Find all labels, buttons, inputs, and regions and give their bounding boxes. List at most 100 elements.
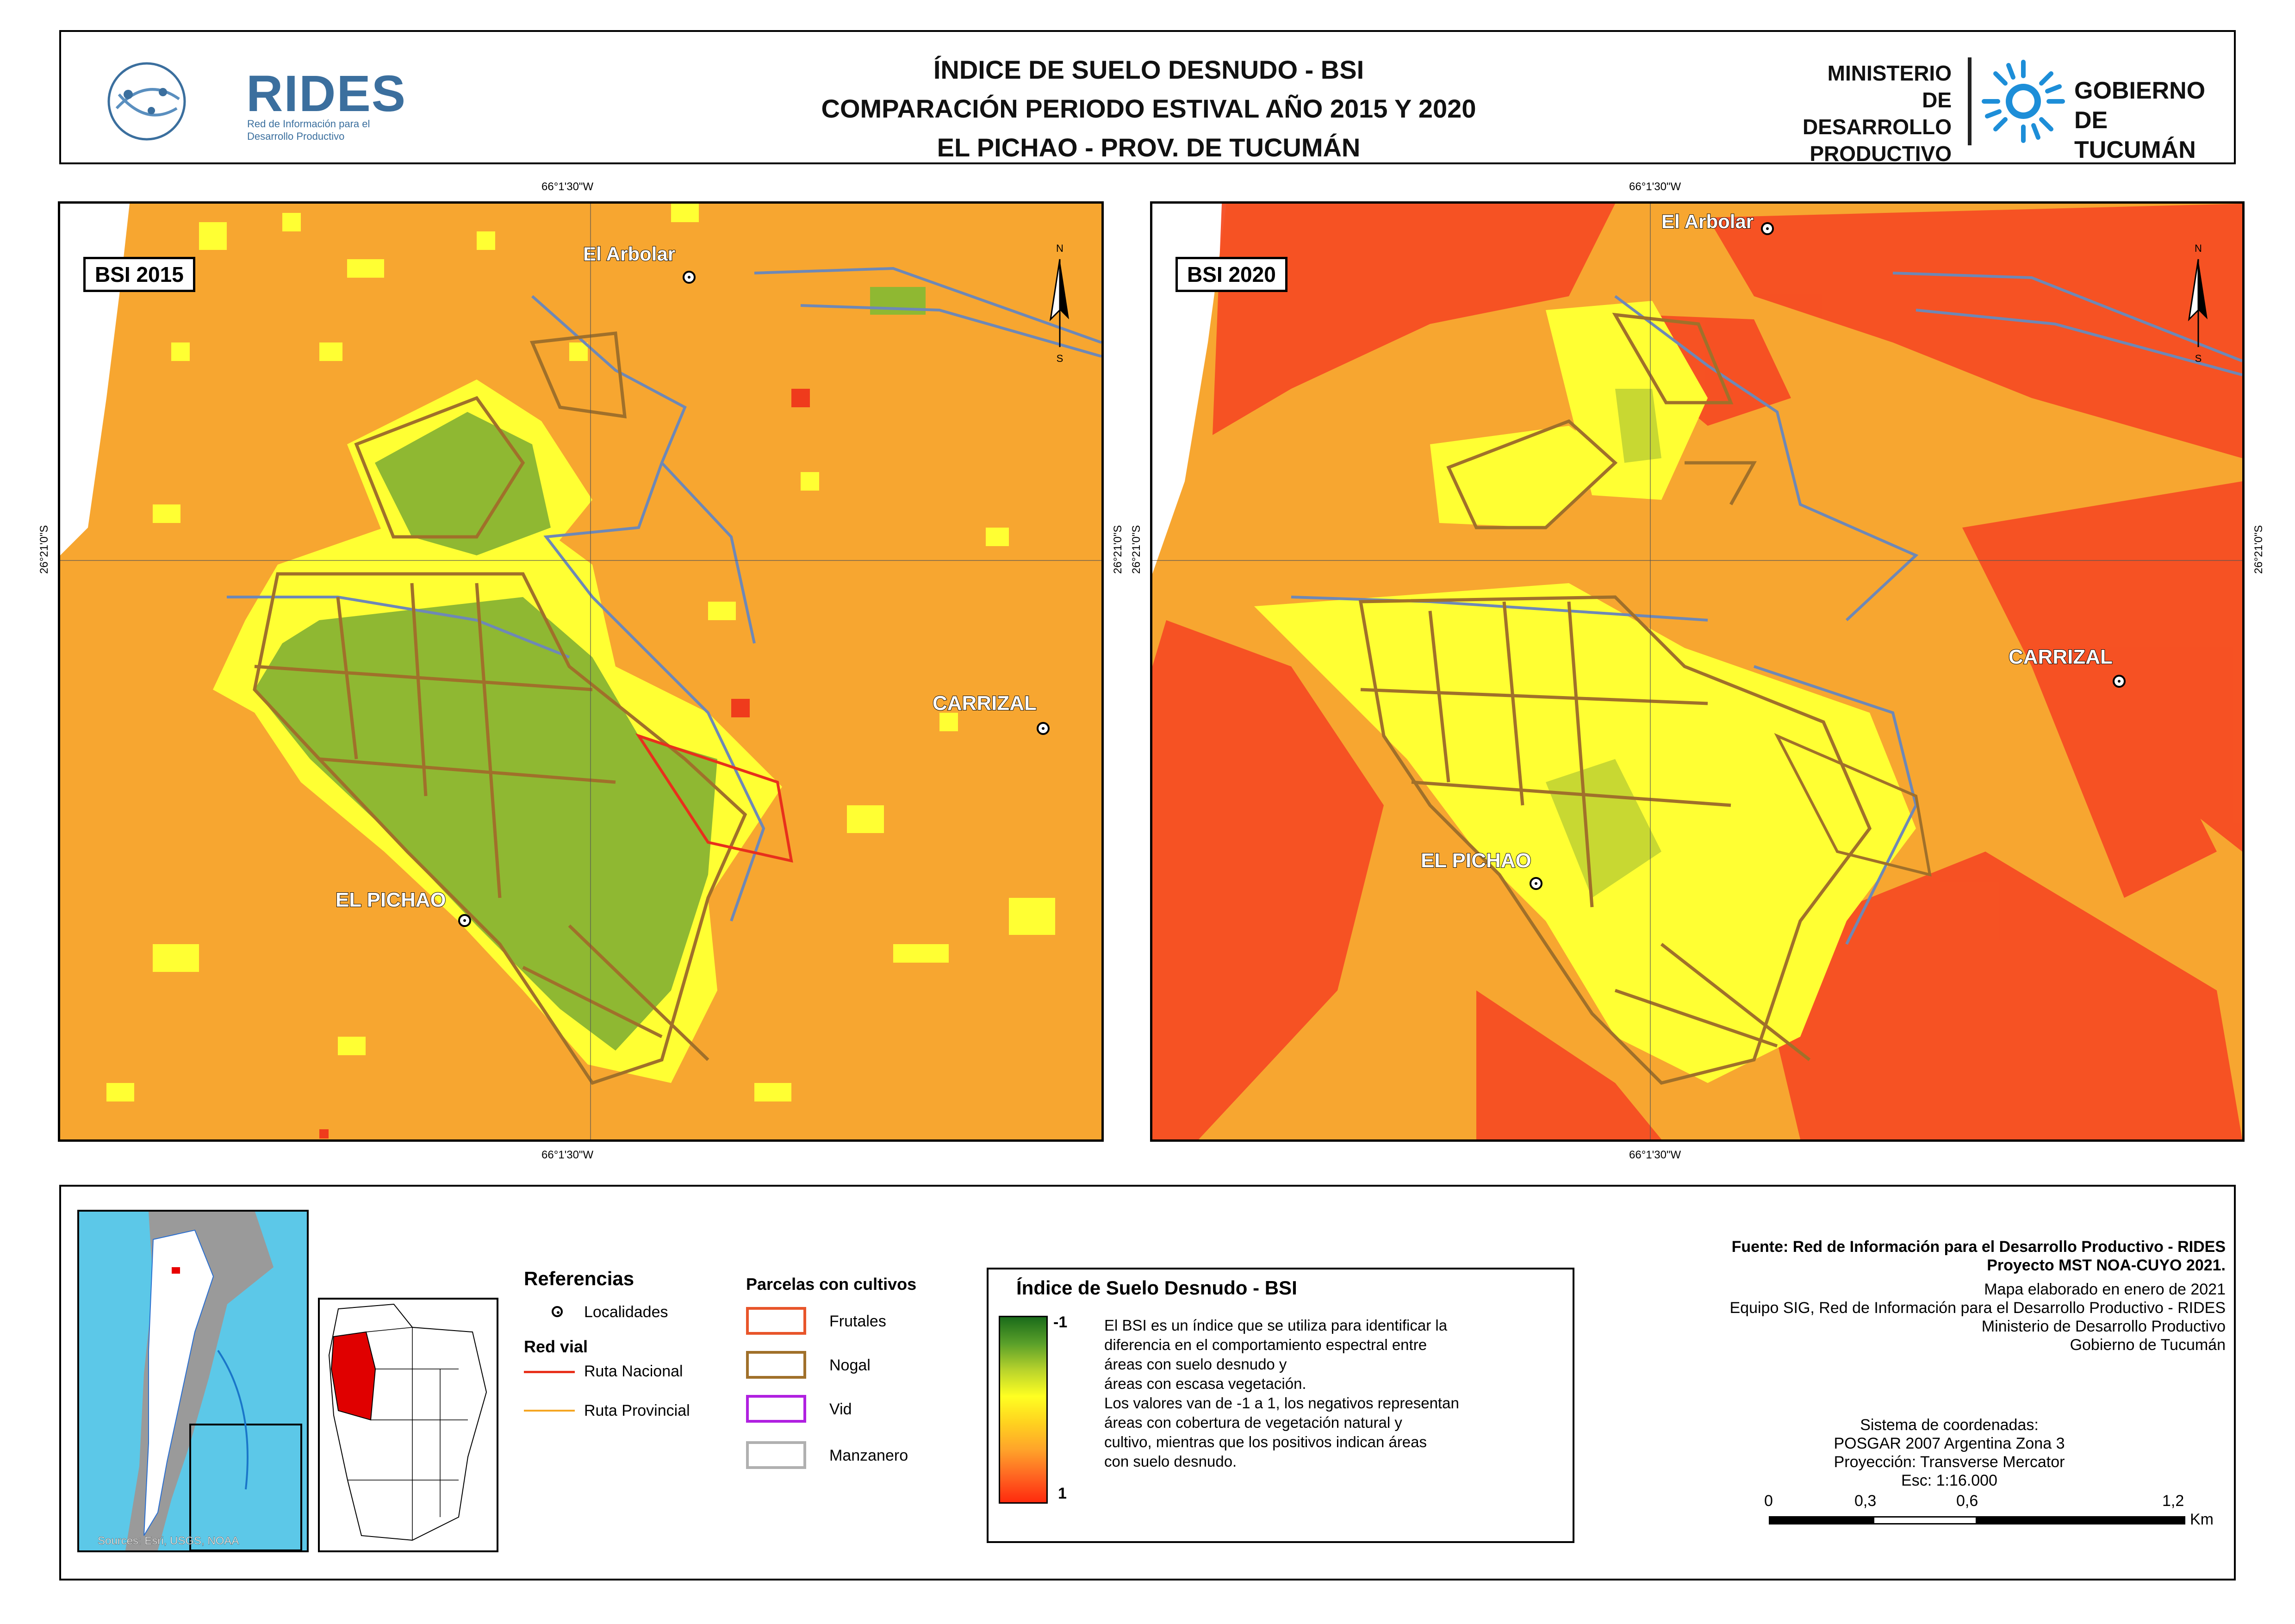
- ministry-line-1: MINISTERIO DE: [1827, 61, 1952, 112]
- manzanero-swatch: [746, 1441, 806, 1469]
- tucuman-sun-icon: [1982, 60, 2065, 143]
- credits-ministerio: Ministerio de Desarrollo Productivo: [1981, 1318, 2226, 1335]
- map-label-2015: BSI 2015: [83, 257, 195, 292]
- ministry-line-3: PRODUCTIVO: [1810, 142, 1952, 166]
- north-arrow-right: N S: [2184, 241, 2212, 366]
- bsi-desc-line: áreas con suelo desnudo y: [1104, 1356, 1287, 1373]
- header-panel: RIDES Red de Información para el Desarro…: [59, 30, 2236, 167]
- bsi-description: El BSI es un índice que se utiliza para …: [1104, 1316, 1562, 1471]
- ruta-nacional-swatch: [524, 1371, 575, 1373]
- credits-proyecto: Proyecto MST NOA-CUYO 2021.: [1987, 1257, 2226, 1274]
- credits-gobierno: Gobierno de Tucumán: [2070, 1336, 2226, 1354]
- references-title: Referencias: [524, 1268, 634, 1289]
- place-arbolar-left: El Arbolar: [583, 243, 676, 265]
- legend-ruta-nacional: Ruta Nacional: [584, 1363, 683, 1380]
- south-america-inset-map[interactable]: Sources: Esri, USGS, NOAA: [77, 1210, 309, 1552]
- bsi-desc-line: Los valores van de -1 a 1, los negativos…: [1104, 1394, 1459, 1412]
- legend-manzanero: Manzanero: [829, 1447, 908, 1464]
- rides-globe-icon: [107, 62, 186, 141]
- locality-icon: [1037, 722, 1050, 735]
- place-carrizal-right: CARRIZAL: [2008, 645, 2113, 669]
- rides-name: RIDES: [246, 65, 407, 122]
- locality-icon: [552, 1306, 563, 1317]
- bsi-desc-line: diferencia en el comportamiento espectra…: [1104, 1336, 1427, 1353]
- vid-swatch: [746, 1395, 806, 1423]
- frutales-swatch: [746, 1307, 806, 1335]
- bsi-desc-line: áreas con escasa vegetación.: [1104, 1375, 1306, 1392]
- bsi-2020-map[interactable]: BSI 2020 El Arbolar CARRIZAL EL PICHAO N…: [1150, 201, 2245, 1142]
- credits-block: Fuente: Red de Información para el Desar…: [1531, 1238, 2226, 1354]
- ministry-logo: MINISTERIO DE DESARROLLO PRODUCTIVO: [1792, 55, 2222, 166]
- map-title: ÍNDICE DE SUELO DESNUDO - BSI COMPARACIÓ…: [570, 50, 1727, 167]
- ministry-line-2: DESARROLLO: [1803, 115, 1952, 139]
- north-s-label: S: [1057, 353, 1064, 364]
- scale-bar: [1769, 1516, 2185, 1524]
- ministry-text: MINISTERIO DE DESARROLLO PRODUCTIVO: [1792, 60, 1952, 167]
- scale-tick-0: 0: [1764, 1492, 1773, 1510]
- lat-label-right-1: 26°21'0"S: [1130, 525, 1143, 574]
- title-line-3: EL PICHAO - PROV. DE TUCUMÁN: [937, 133, 1361, 162]
- coord-proyeccion: Proyección: Transverse Mercator: [1834, 1453, 2065, 1471]
- graticule-line: [60, 560, 1101, 561]
- bsi-2015-raster: [60, 204, 1101, 1139]
- bsi-desc-line: áreas con cobertura de vegetación natura…: [1104, 1414, 1402, 1431]
- title-line-1: ÍNDICE DE SUELO DESNUDO - BSI: [933, 55, 1364, 84]
- scale-tick-1: 0,3: [1854, 1492, 1877, 1510]
- south-america-inset-graphic: [79, 1212, 307, 1550]
- locality-icon: [458, 914, 471, 927]
- lat-label-left-1: 26°21'0"S: [38, 525, 50, 574]
- bsi-desc-line: con suelo desnudo.: [1104, 1453, 1237, 1470]
- north-n-label: N: [1056, 243, 1064, 254]
- place-pichao-right: EL PICHAO: [1420, 849, 1532, 872]
- legend-nogal: Nogal: [829, 1356, 871, 1374]
- legend-localidades: Localidades: [584, 1303, 668, 1321]
- graticule-line: [1650, 204, 1651, 1139]
- bsi-desc-line: cultivo, mientras que los positivos indi…: [1104, 1433, 1427, 1450]
- lon-label-bottom-left: 66°1'30"W: [541, 1149, 594, 1161]
- bsi-2020-raster: [1152, 204, 2242, 1139]
- gobierno-text: GOBIERNO DE TUCUMÁN: [2074, 76, 2222, 165]
- legend-vid: Vid: [829, 1400, 852, 1418]
- scale-tick-2: 0,6: [1956, 1492, 1978, 1510]
- title-line-2: COMPARACIÓN PERIODO ESTIVAL AÑO 2015 Y 2…: [821, 94, 1476, 123]
- credits-equipo: Equipo SIG, Red de Información para el D…: [1729, 1299, 2226, 1317]
- bsi-color-ramp: [999, 1316, 1048, 1504]
- nogal-swatch: [746, 1351, 806, 1379]
- legend-ruta-provincial: Ruta Provincial: [584, 1402, 690, 1419]
- bsi-2015-map[interactable]: BSI 2015 El Arbolar CARRIZAL EL PICHAO N…: [58, 201, 1104, 1142]
- lon-label-bottom-right: 66°1'30"W: [1629, 1149, 1681, 1161]
- graticule-line: [590, 204, 591, 1139]
- graticule-line: [1152, 560, 2242, 561]
- scale-tick-3: 1,2: [2162, 1492, 2184, 1510]
- logo-divider: [1968, 57, 1972, 145]
- place-pichao-left: EL PICHAO: [335, 888, 447, 912]
- bsi-ramp-top-label: -1: [1053, 1313, 1068, 1331]
- north-arrow-icon: N S: [2188, 243, 2208, 364]
- locality-icon: [683, 271, 696, 284]
- north-arrow-left: N S: [1046, 241, 1074, 366]
- north-n-label: N: [2195, 243, 2202, 254]
- lat-label-left-2: 26°21'0"S: [1112, 525, 1124, 574]
- credits-elaborado: Mapa elaborado en enero de 2021: [1984, 1281, 2226, 1298]
- bsi-legend-box: Índice de Suelo Desnudo - BSI -1 1 El BS…: [987, 1268, 1574, 1543]
- tucuman-inset-map[interactable]: [318, 1298, 498, 1552]
- place-arbolar-right: El Arbolar: [1661, 210, 1754, 233]
- rides-logo: RIDES Red de Información para el Desarro…: [103, 57, 407, 150]
- lat-label-right-2: 26°21'0"S: [2252, 525, 2265, 574]
- scale-unit: Km: [2190, 1511, 2214, 1528]
- inset-sources: Sources: Esri, USGS, NOAA: [98, 1535, 239, 1548]
- coord-sistema: Sistema de coordenadas:: [1860, 1416, 2039, 1434]
- legend-red-vial: Red vial: [524, 1337, 588, 1356]
- bsi-ramp-bottom-label: 1: [1058, 1485, 1067, 1502]
- gobierno-line-1: GOBIERNO DE: [2074, 77, 2206, 134]
- locality-icon: [1530, 877, 1542, 890]
- tucuman-inset-graphic: [328, 1303, 487, 1541]
- lon-label-top-left: 66°1'30"W: [541, 180, 594, 193]
- lon-label-top-right: 66°1'30"W: [1629, 180, 1681, 193]
- legend-panel: Sources: Esri, USGS, NOAA Referencias Lo…: [59, 1185, 2236, 1580]
- parcelas-title: Parcelas con cultivos: [746, 1275, 917, 1294]
- north-arrow-icon: N S: [1049, 243, 1069, 364]
- gobierno-line-2: TUCUMÁN: [2074, 137, 2196, 163]
- bsi-desc-line: El BSI es un índice que se utiliza para …: [1104, 1317, 1448, 1334]
- bsi-legend-title: Índice de Suelo Desnudo - BSI: [1016, 1277, 1297, 1299]
